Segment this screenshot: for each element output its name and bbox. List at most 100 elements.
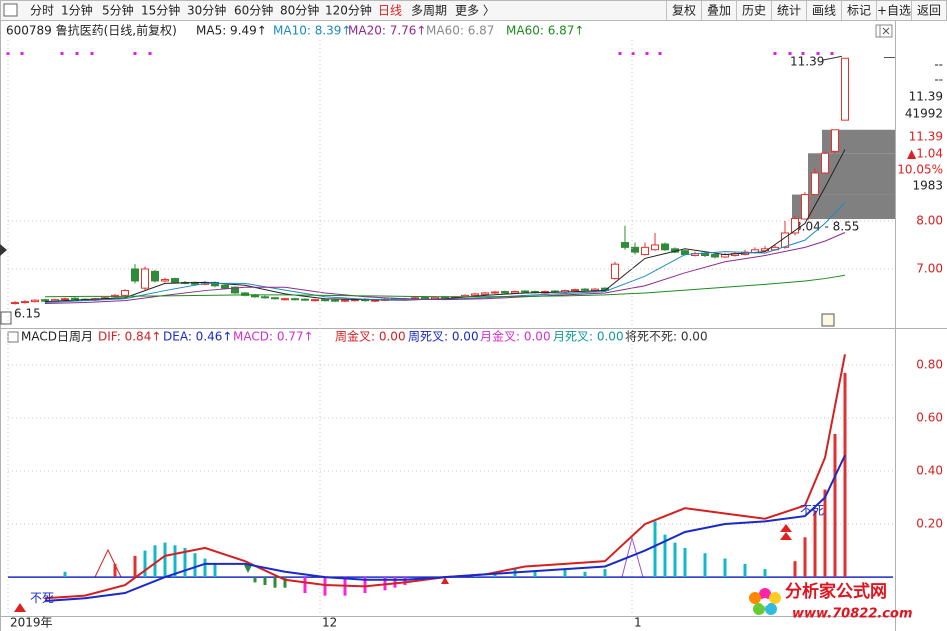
legend-entry: MA60: 6.87: [426, 24, 494, 38]
marker-dot: [645, 52, 649, 55]
candle-body: [11, 302, 19, 305]
tab[interactable]: 分时: [30, 4, 54, 18]
price-zone: [822, 129, 895, 154]
macd-bar: [403, 577, 407, 586]
tab[interactable]: 120分钟: [325, 3, 372, 18]
candle-body: [311, 299, 319, 302]
annotation-pointer: [821, 55, 843, 61]
candle-body: [521, 290, 529, 293]
marker-dot: [75, 52, 79, 55]
macd-bar: [743, 563, 747, 578]
macd-line: [44, 454, 846, 602]
toolbar-button[interactable]: +自选: [877, 4, 911, 18]
macd-bar: [213, 563, 217, 578]
marker-dot: [816, 52, 820, 55]
signal-arrow: [244, 565, 252, 573]
candle-body: [651, 244, 659, 251]
indicator-icon[interactable]: [7, 331, 19, 343]
toolbar-button[interactable]: 画线: [812, 4, 836, 18]
quote-field: --: [934, 73, 943, 87]
macd-bar: [533, 571, 537, 578]
signal-arrow: [441, 577, 449, 584]
price-annotation: 11.39: [790, 55, 824, 69]
marker-dot: [788, 52, 792, 55]
toolbar-button[interactable]: 返回: [917, 4, 941, 18]
toolbar-button[interactable]: 叠加: [707, 4, 731, 18]
macd-bar: [283, 577, 287, 588]
macd-bar: [153, 545, 157, 578]
candle-body: [231, 286, 239, 294]
tab[interactable]: 80分钟: [280, 3, 319, 18]
toolbar-button[interactable]: 统计: [777, 4, 801, 18]
toolbar-button[interactable]: 复权: [672, 4, 696, 18]
candle-body: [301, 298, 309, 301]
macd-bar: [323, 577, 327, 596]
tab[interactable]: 5分钟: [102, 3, 134, 18]
indicator-value: MACD: 0.77↑: [233, 330, 314, 344]
candle-body: [41, 299, 49, 302]
quote-field: 41992: [905, 107, 943, 121]
candle-body: [141, 268, 149, 289]
tab[interactable]: 60分钟: [234, 3, 273, 18]
marker-dot: [6, 52, 10, 55]
signal-triangle: [621, 536, 644, 578]
tab[interactable]: 多周期: [411, 4, 447, 18]
marker-dot: [618, 52, 622, 55]
menu-icon[interactable]: [3, 3, 18, 17]
candle-body: [221, 284, 229, 289]
toolbar-button[interactable]: 标记: [847, 4, 871, 18]
legend-entry: MA10: 8.39↑: [273, 24, 351, 38]
tab[interactable]: 15分钟: [141, 3, 180, 18]
macd-bar: [673, 542, 677, 578]
signal-arrow: [780, 532, 792, 540]
macd-bar: [813, 510, 817, 578]
candle-body: [821, 152, 829, 174]
indicator-value: 周金叉: 0.00: [335, 329, 406, 344]
x-tick-label: 1: [634, 616, 642, 630]
macd-bar: [183, 547, 187, 578]
y-tick-label: 7.00: [916, 261, 943, 275]
macd-bar: [763, 569, 767, 578]
candle-body: [121, 290, 129, 296]
candle-body: [481, 292, 489, 295]
candle-body: [21, 301, 29, 304]
signal-label: 不死: [30, 591, 54, 605]
candle-body: [571, 289, 579, 292]
legend-entry: MA60: 6.87↑: [506, 24, 584, 38]
ma-line: [44, 274, 846, 298]
macd-bar: [113, 563, 117, 578]
macd-bar: [653, 521, 657, 578]
tab[interactable]: 1分钟: [61, 3, 93, 18]
macd-bar: [833, 433, 837, 578]
macd-bar: [63, 571, 67, 578]
macd-bar: [203, 558, 207, 578]
macd-bar: [303, 577, 307, 593]
tab[interactable]: 30分钟: [187, 3, 226, 18]
watermark-url: www.70822.com: [792, 607, 913, 622]
candle-body: [491, 291, 499, 294]
info-icon: [0, 311, 12, 325]
candle-body: [161, 279, 169, 282]
candle-body: [581, 288, 589, 291]
macd-bar: [273, 577, 277, 588]
price-annotation: 6.15: [14, 306, 41, 320]
ma-line: [44, 201, 846, 304]
y-tick-label: 0.60: [916, 410, 943, 424]
candle-body: [811, 172, 819, 196]
candle-body: [781, 232, 789, 248]
marker-dot: [658, 52, 662, 55]
close-cross: [882, 27, 890, 35]
marker-dot: [133, 52, 137, 55]
macd-bar: [723, 558, 727, 578]
chart-title: 600789 鲁抗医药(日线,前复权): [6, 23, 177, 38]
quote-field: 10.05%: [897, 163, 943, 177]
toolbar-button[interactable]: 历史: [742, 4, 766, 18]
macd-bar: [793, 561, 797, 578]
tab[interactable]: 更多 〉: [455, 4, 495, 18]
legend-entry: MA20: 7.76↑: [348, 24, 426, 38]
candle-body: [841, 57, 849, 121]
candle-body: [801, 194, 809, 220]
macd-bar: [193, 553, 197, 578]
tab[interactable]: 日线: [378, 4, 402, 18]
